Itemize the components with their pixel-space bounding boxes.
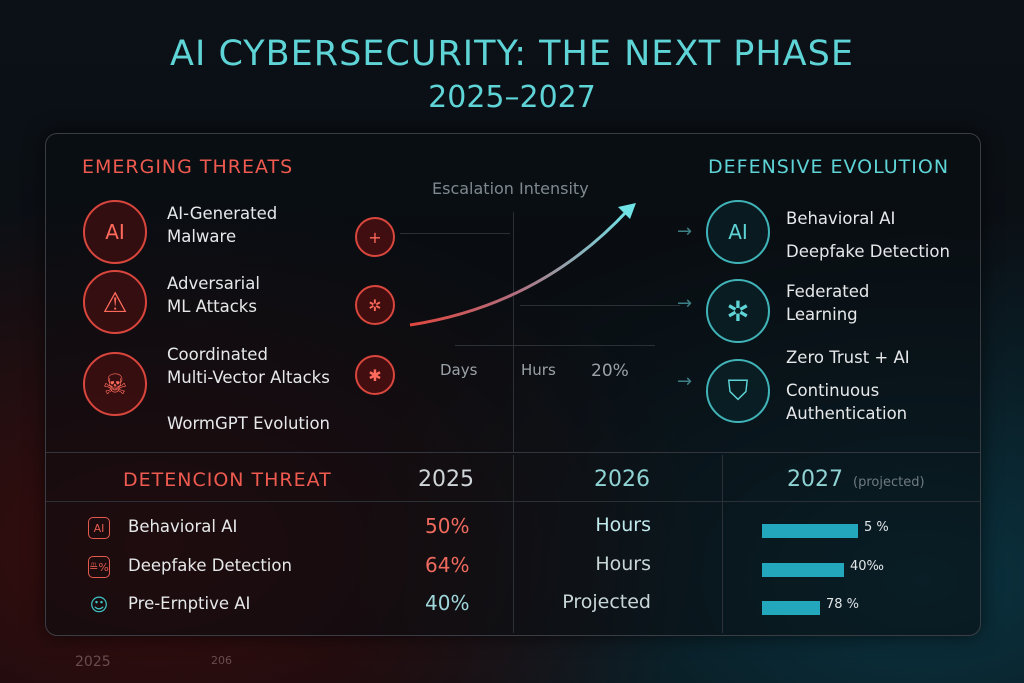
footer-year: 2025 [75, 654, 111, 670]
value-2025: 50% [425, 514, 470, 538]
defense-label: Federated [786, 282, 870, 301]
ai-icon: AI [88, 517, 110, 539]
row-label: Behavioral AI [128, 517, 238, 536]
escalation-curve [409, 203, 636, 327]
table-header: DETENCION THREAT [123, 469, 332, 491]
value-2027: 40‰ [850, 559, 884, 574]
network-icon: ✲ [706, 279, 770, 343]
arrow-right-icon: → [677, 293, 693, 314]
arrow-right-icon: → [677, 221, 693, 242]
grid-line [520, 305, 680, 306]
threat-label: Adversarial [167, 274, 260, 293]
value-2026: Hours [595, 553, 651, 575]
projection-bar [762, 601, 820, 615]
column-2027-note: (projected) [853, 475, 925, 490]
defense-label: Zero Trust + AI [786, 348, 910, 367]
defense-item: Behavioral AI Deepfake Detection [786, 202, 950, 268]
value-2026: Projected [562, 591, 651, 613]
defense-item: Zero Trust + AI Continuous Authentication [786, 346, 910, 425]
defense-item: Federated Learning [786, 280, 869, 326]
column-2026: 2026 [594, 467, 650, 492]
defense-label: Learning [786, 305, 858, 324]
threat-extra: WormGPT Evolution [167, 414, 331, 433]
ai-head-icon: AI [706, 200, 770, 264]
defense-label: Deepfake Detection [786, 242, 950, 261]
grid-line [400, 233, 510, 234]
escalation-label: Escalation Intensity [432, 179, 589, 198]
column-2025: 2025 [418, 467, 474, 492]
threats-header: EMERGING THREATS [82, 156, 294, 178]
value-2025: 40% [425, 591, 470, 615]
footer-year: 206 [211, 654, 232, 667]
ai-chip-icon: AI [83, 200, 147, 264]
shield-icon: ⛉ [706, 359, 770, 423]
grid-line [455, 345, 655, 346]
deepfake-icon: ≞% [88, 556, 110, 578]
virus-icon: ✲ [355, 285, 395, 325]
skull-icon: ☠ [83, 352, 147, 416]
column-2027: 2027 [787, 467, 843, 492]
grid-line [513, 212, 514, 452]
value-2027: 5 % [864, 520, 889, 535]
threat-label: ML Attacks [167, 297, 257, 316]
section-divider [46, 452, 980, 453]
page-title: AI CYBERSECURITY: THE NEXT PHASE [170, 34, 854, 74]
projection-bar [762, 524, 858, 538]
row-label: Pre-Ernptive AI [128, 594, 251, 613]
value-2026: Hours [595, 514, 651, 536]
projection-bar [762, 563, 844, 577]
defense-label: Continuous [786, 381, 880, 400]
threat-item: Adversarial ML Attacks [167, 272, 260, 318]
defense-header: DEFENSIVE EVOLUTION [708, 156, 950, 178]
plus-shield-icon: + [355, 217, 395, 257]
threat-label: Multi-Vector Altacks [167, 368, 330, 387]
bug-icon: ✱ [355, 355, 395, 395]
warning-icon: ⚠ [83, 270, 147, 334]
row-label: Deepfake Detection [128, 556, 292, 575]
tick-label: Days [440, 361, 478, 379]
threat-item: Coordinated Multi-Vector Altacks [167, 343, 330, 389]
column-divider [722, 455, 723, 633]
page-subtitle: 2025–2027 [428, 80, 596, 115]
tick-label: Hurs [521, 361, 556, 379]
face-icon: ☺ [89, 594, 109, 616]
threat-item: AI-Generated Malware [167, 202, 277, 248]
tick-label: 20% [591, 361, 629, 381]
threat-label: Coordinated [167, 345, 268, 364]
value-2025: 64% [425, 553, 470, 577]
arrow-head-icon [618, 203, 636, 219]
defense-label: Behavioral AI [786, 209, 896, 228]
threat-label: Malware [167, 227, 237, 246]
value-2027: 78 % [826, 597, 860, 612]
column-divider [513, 455, 514, 633]
defense-label: Authentication [786, 404, 908, 423]
arrow-right-icon: → [677, 371, 693, 392]
threat-label: AI-Generated [167, 204, 278, 223]
